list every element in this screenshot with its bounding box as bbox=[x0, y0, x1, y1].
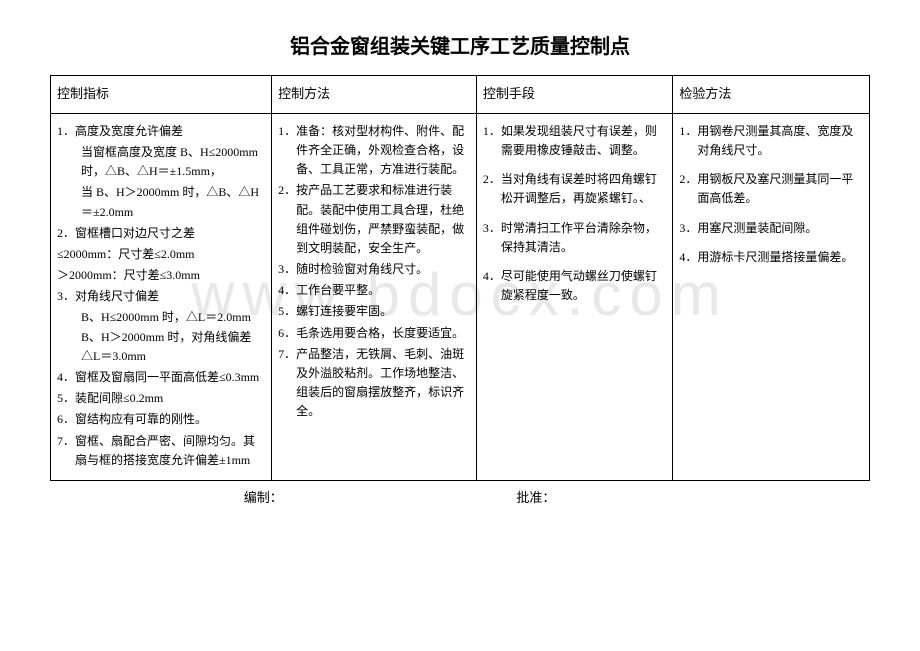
header-control-method: 控制方法 bbox=[272, 76, 477, 114]
footer-author: 编制： bbox=[50, 487, 476, 506]
list-item: 2．用钢板尺及塞尺测量其同一平面高低差。 bbox=[679, 170, 863, 208]
list-item: 当窗框高度及宽度 B、H≤2000mm 时，△B、△H＝±1.5mm， bbox=[57, 143, 265, 181]
list-item: 4．工作台要平整。 bbox=[278, 281, 470, 300]
list-item: 2．窗框槽口对边尺寸之差 bbox=[57, 224, 265, 243]
list-col1: 1．高度及宽度允许偏差 当窗框高度及宽度 B、H≤2000mm 时，△B、△H＝… bbox=[57, 122, 265, 470]
document-title: 铝合金窗组装关键工序工艺质量控制点 bbox=[50, 30, 870, 59]
list-item: 1．用钢卷尺测量其高度、宽度及对角线尺寸。 bbox=[679, 122, 863, 160]
list-item: 2．当对角线有误差时将四角螺钉松开调整后，再旋紧螺钉。、 bbox=[483, 170, 667, 208]
cell-control-index: 1．高度及宽度允许偏差 当窗框高度及宽度 B、H≤2000mm 时，△B、△H＝… bbox=[51, 113, 272, 480]
list-item: 7．窗框、扇配合严密、间隙均匀。其扇与框的搭接宽度允许偏差±1mm bbox=[57, 432, 265, 470]
table-row: 1．高度及宽度允许偏差 当窗框高度及宽度 B、H≤2000mm 时，△B、△H＝… bbox=[51, 113, 870, 480]
list-item: 4．窗框及窗扇同一平面高低差≤0.3mm bbox=[57, 368, 265, 387]
list-item: 2．按产品工艺要求和标准进行装配。装配中使用工具合理，杜绝组件碰划伤，严禁野蛮装… bbox=[278, 181, 470, 258]
list-item: ≤2000mm：尺寸差≤2.0mm bbox=[57, 245, 265, 264]
cell-inspection-method: 1．用钢卷尺测量其高度、宽度及对角线尺寸。 2．用钢板尺及塞尺测量其同一平面高低… bbox=[673, 113, 870, 480]
header-control-means: 控制手段 bbox=[476, 76, 673, 114]
list-item: 5．螺钉连接要牢固。 bbox=[278, 302, 470, 321]
header-control-index: 控制指标 bbox=[51, 76, 272, 114]
list-item: 6．窗结构应有可靠的刚性。 bbox=[57, 410, 265, 429]
list-item: 3．随时检验窗对角线尺寸。 bbox=[278, 260, 470, 279]
header-inspection-method: 检验方法 bbox=[673, 76, 870, 114]
list-item: B、H≤2000mm 时，△L＝2.0mm B、H＞2000mm 时，对角线偏差… bbox=[57, 308, 265, 366]
list-col4: 1．用钢卷尺测量其高度、宽度及对角线尺寸。 2．用钢板尺及塞尺测量其同一平面高低… bbox=[679, 122, 863, 267]
cell-control-means: 1．如果发现组装尺寸有误差，则需要用橡皮锤敲击、调整。 2．当对角线有误差时将四… bbox=[476, 113, 673, 480]
list-item: 1．如果发现组装尺寸有误差，则需要用橡皮锤敲击、调整。 bbox=[483, 122, 667, 160]
list-item: 4．尽可能使用气动螺丝刀使螺钉旋紧程度一致。 bbox=[483, 267, 667, 305]
list-item: 5．装配间隙≤0.2mm bbox=[57, 389, 265, 408]
list-item: 1．准备：核对型材构件、附件、配件齐全正确，外观检查合格，设备、工具正常，方准进… bbox=[278, 122, 470, 180]
list-item: 3．用塞尺测量装配间隙。 bbox=[679, 219, 863, 238]
cell-control-method: 1．准备：核对型材构件、附件、配件齐全正确，外观检查合格，设备、工具正常，方准进… bbox=[272, 113, 477, 480]
footer-approver: 批准： bbox=[476, 487, 870, 506]
list-item: 3．对角线尺寸偏差 bbox=[57, 287, 265, 306]
list-item: 6．毛条选用要合格，长度要适宜。 bbox=[278, 324, 470, 343]
list-item: 当 B、H＞2000mm 时，△B、△H＝±2.0mm bbox=[57, 183, 265, 221]
document-content: 铝合金窗组装关键工序工艺质量控制点 控制指标 控制方法 控制手段 检验方法 1．… bbox=[50, 30, 870, 506]
list-item: 7．产品整洁，无铁屑、毛刺、油斑及外溢胶粘剂。工作场地整洁、组装后的窗扇摆放整齐… bbox=[278, 345, 470, 422]
table-header-row: 控制指标 控制方法 控制手段 检验方法 bbox=[51, 76, 870, 114]
footer: 编制： 批准： bbox=[50, 487, 870, 506]
list-col3: 1．如果发现组装尺寸有误差，则需要用橡皮锤敲击、调整。 2．当对角线有误差时将四… bbox=[483, 122, 667, 306]
list-item: ＞2000mm：尺寸差≤3.0mm bbox=[57, 266, 265, 285]
list-item: 4．用游标卡尺测量搭接量偏差。 bbox=[679, 248, 863, 267]
list-item: 3．时常清扫工作平台清除杂物，保持其清洁。 bbox=[483, 219, 667, 257]
main-table: 控制指标 控制方法 控制手段 检验方法 1．高度及宽度允许偏差 当窗框高度及宽度… bbox=[50, 75, 870, 481]
list-item: 1．高度及宽度允许偏差 bbox=[57, 122, 265, 141]
list-col2: 1．准备：核对型材构件、附件、配件齐全正确，外观检查合格，设备、工具正常，方准进… bbox=[278, 122, 470, 422]
